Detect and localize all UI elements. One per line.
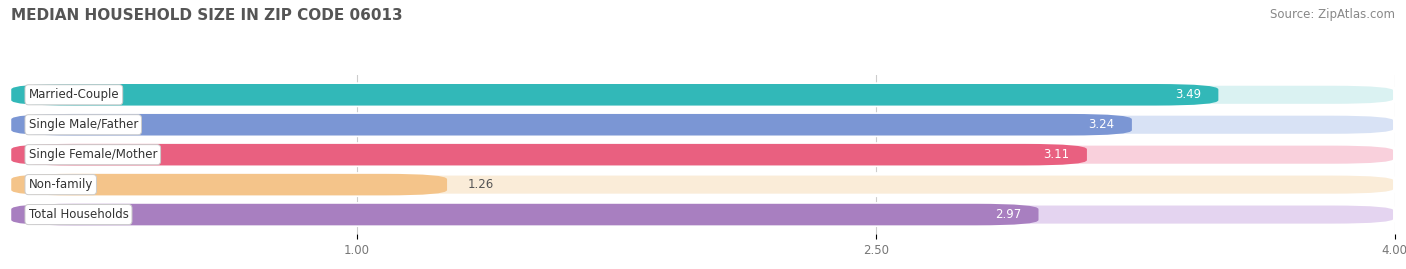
FancyBboxPatch shape xyxy=(11,84,1219,105)
FancyBboxPatch shape xyxy=(11,84,1395,105)
Text: Total Households: Total Households xyxy=(28,208,128,221)
Text: Non-family: Non-family xyxy=(28,178,93,191)
Text: Married-Couple: Married-Couple xyxy=(28,88,120,101)
FancyBboxPatch shape xyxy=(11,144,1395,165)
Text: 3.49: 3.49 xyxy=(1175,88,1201,101)
FancyBboxPatch shape xyxy=(11,174,447,195)
Text: Single Female/Mother: Single Female/Mother xyxy=(28,148,157,161)
Text: 3.24: 3.24 xyxy=(1088,118,1115,131)
FancyBboxPatch shape xyxy=(11,204,1039,225)
Text: Single Male/Father: Single Male/Father xyxy=(28,118,138,131)
Text: 1.26: 1.26 xyxy=(468,178,494,191)
Text: Source: ZipAtlas.com: Source: ZipAtlas.com xyxy=(1270,8,1395,21)
FancyBboxPatch shape xyxy=(11,174,1395,195)
FancyBboxPatch shape xyxy=(11,114,1395,136)
FancyBboxPatch shape xyxy=(11,144,1087,165)
FancyBboxPatch shape xyxy=(11,114,1132,136)
Text: 2.97: 2.97 xyxy=(995,208,1021,221)
Text: MEDIAN HOUSEHOLD SIZE IN ZIP CODE 06013: MEDIAN HOUSEHOLD SIZE IN ZIP CODE 06013 xyxy=(11,8,404,23)
FancyBboxPatch shape xyxy=(11,204,1395,225)
Text: 3.11: 3.11 xyxy=(1043,148,1070,161)
